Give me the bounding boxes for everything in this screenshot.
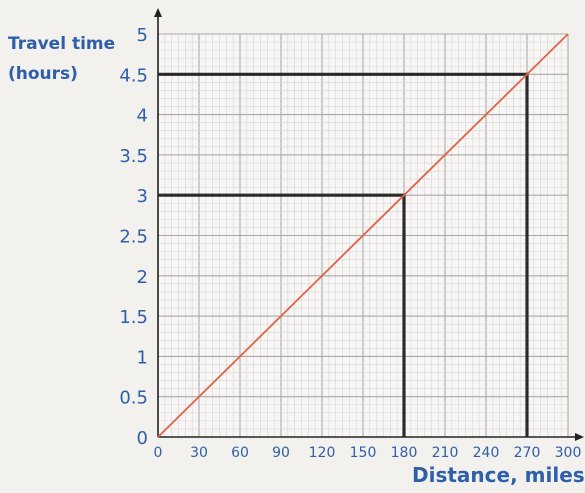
y-tick-label: 2.5 — [119, 227, 148, 248]
y-tick-label: 2 — [137, 267, 148, 288]
x-tick-label: 90 — [272, 445, 290, 461]
y-axis-arrow — [154, 8, 162, 17]
x-tick-label: 180 — [391, 445, 418, 461]
y-tick-label: 3.5 — [119, 146, 148, 167]
y-tick-label: 4 — [137, 106, 148, 127]
y-tick-label: 4.5 — [119, 65, 148, 86]
y-tick-label: 1 — [137, 347, 148, 368]
x-tick-label: 120 — [309, 445, 336, 461]
x-tick-label: 240 — [473, 445, 500, 461]
y-tick-label: 0.5 — [119, 388, 148, 409]
y-tick-label: 3 — [137, 186, 148, 207]
x-tick-label: 60 — [231, 445, 249, 461]
x-tick-label: 0 — [154, 445, 163, 461]
y-axis-label-line-1: Travel time — [8, 34, 116, 54]
y-tick-label: 0 — [137, 428, 148, 449]
y-tick-label: 1.5 — [119, 307, 148, 328]
x-axis-label: Distance, miles — [412, 463, 585, 487]
x-tick-label: 150 — [350, 445, 377, 461]
x-tick-label: 30 — [190, 445, 208, 461]
x-tick-label: 210 — [432, 445, 459, 461]
x-tick-label: 300 — [555, 445, 582, 461]
y-axis-label-line-2: (hours) — [8, 64, 78, 84]
x-axis-arrow — [575, 433, 584, 441]
x-tick-label: 270 — [514, 445, 541, 461]
series-line — [157, 33, 569, 438]
y-tick-label: 5 — [137, 25, 148, 46]
